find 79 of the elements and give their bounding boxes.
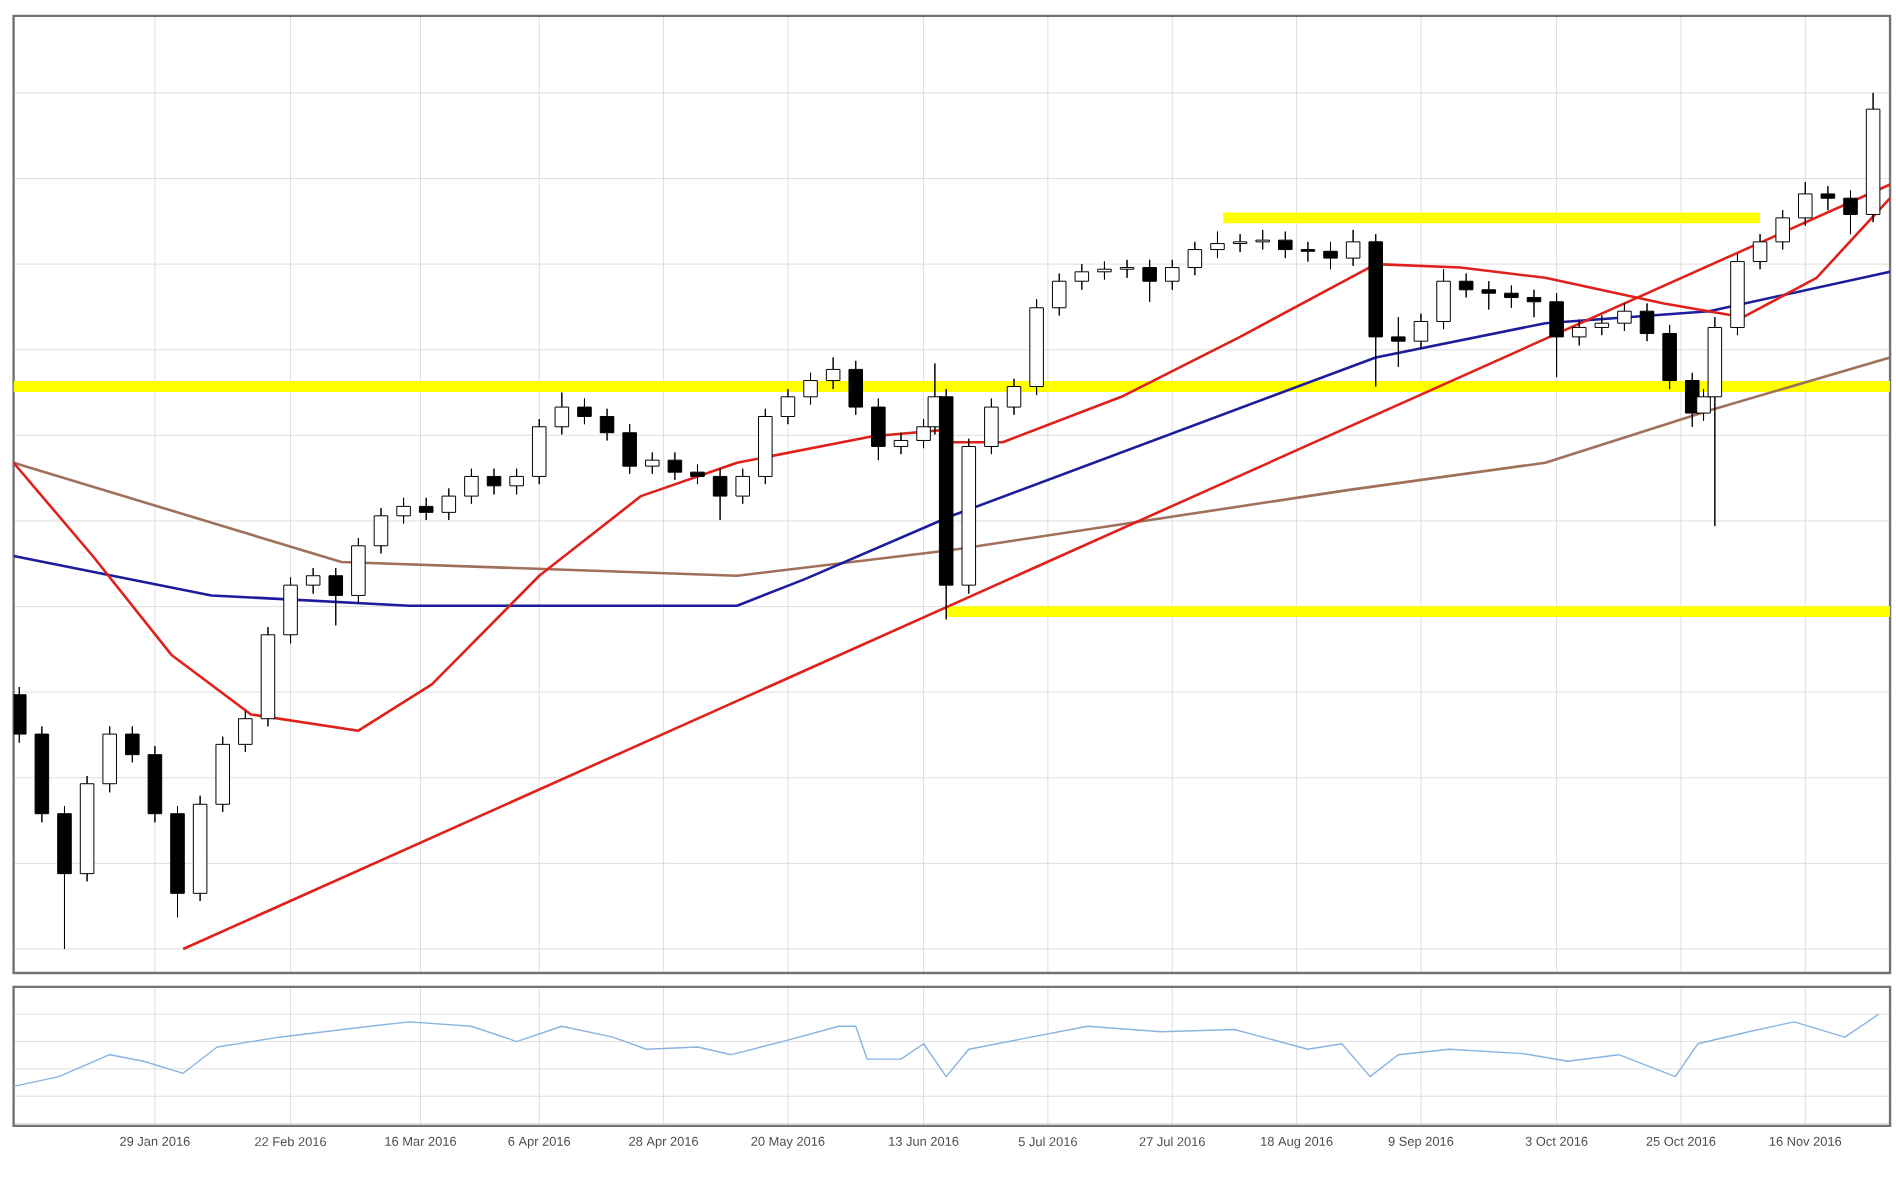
candlestick [1752, 233, 1768, 270]
candlestick [1436, 269, 1451, 330]
candlestick [531, 418, 547, 485]
candlestick [464, 468, 479, 505]
candlestick [1865, 92, 1881, 223]
candlestick [1730, 253, 1745, 336]
candlestick [1210, 231, 1225, 259]
candlestick [1142, 259, 1157, 303]
candlestick [825, 357, 841, 390]
candlestick [984, 398, 999, 455]
candlestick [305, 567, 321, 595]
candlestick [1323, 241, 1338, 270]
candlestick [1639, 303, 1655, 342]
candlestick [486, 468, 502, 496]
candlestick [599, 408, 615, 442]
candlestick [441, 488, 457, 521]
candlestick [1164, 259, 1180, 291]
candlestick [215, 736, 231, 813]
candlestick [1798, 181, 1813, 227]
candlestick [1119, 259, 1135, 279]
candlestick [1391, 316, 1406, 368]
candlestick [1232, 233, 1248, 253]
candlestick [1526, 289, 1542, 318]
candlestick [735, 468, 750, 505]
candlestick [373, 507, 389, 555]
candlestick [79, 775, 95, 883]
candlestick [1504, 285, 1519, 309]
candlestick [418, 497, 434, 521]
candlestick [1571, 319, 1587, 347]
candlestick [1187, 241, 1203, 276]
candlestick [577, 398, 592, 425]
candlestick [1843, 190, 1858, 235]
candlestick [57, 805, 72, 950]
candlestick [1255, 229, 1270, 251]
candlestick [690, 464, 705, 485]
candlestick [1481, 280, 1497, 311]
candlestick [667, 452, 683, 481]
candlestick [351, 537, 366, 604]
candlestick [554, 392, 570, 436]
candlestick [170, 805, 185, 919]
candlestick [328, 567, 344, 627]
candlestick [34, 726, 50, 824]
candlestick [192, 795, 208, 902]
candlestick [1006, 378, 1022, 416]
candlestick [1300, 241, 1316, 263]
candlestick [1458, 273, 1474, 299]
candlestick [1413, 313, 1429, 350]
candlestick [238, 710, 253, 753]
candlestick [758, 408, 773, 485]
candlestick [396, 497, 411, 525]
candlestick [848, 360, 864, 416]
candlestick [803, 372, 818, 406]
candlestick [509, 468, 524, 496]
candlestick [1278, 231, 1293, 259]
candlestick [260, 626, 276, 728]
candlestick [1345, 229, 1361, 267]
candlestick [961, 438, 977, 595]
candlestick [13, 686, 27, 744]
candlestick [1368, 233, 1384, 388]
candlestick [893, 432, 909, 455]
candlestick [712, 468, 728, 521]
candlestick [780, 388, 796, 425]
candlestick [1029, 298, 1044, 396]
candlestick [147, 745, 163, 824]
candlestick [1662, 324, 1677, 390]
candlestick [645, 452, 660, 475]
candlestick [1820, 185, 1836, 211]
candlestick [1097, 261, 1112, 281]
candlestick [125, 726, 140, 764]
candlestick [1051, 273, 1067, 317]
candlestick [622, 423, 637, 475]
candlestick [871, 398, 886, 461]
candlestick [1549, 292, 1564, 378]
candlestick [283, 577, 298, 645]
candlestick [1617, 303, 1632, 332]
candlestick [1775, 209, 1790, 251]
candlestick [1074, 263, 1090, 291]
candlestick [1594, 315, 1610, 336]
candlestick [102, 726, 117, 794]
